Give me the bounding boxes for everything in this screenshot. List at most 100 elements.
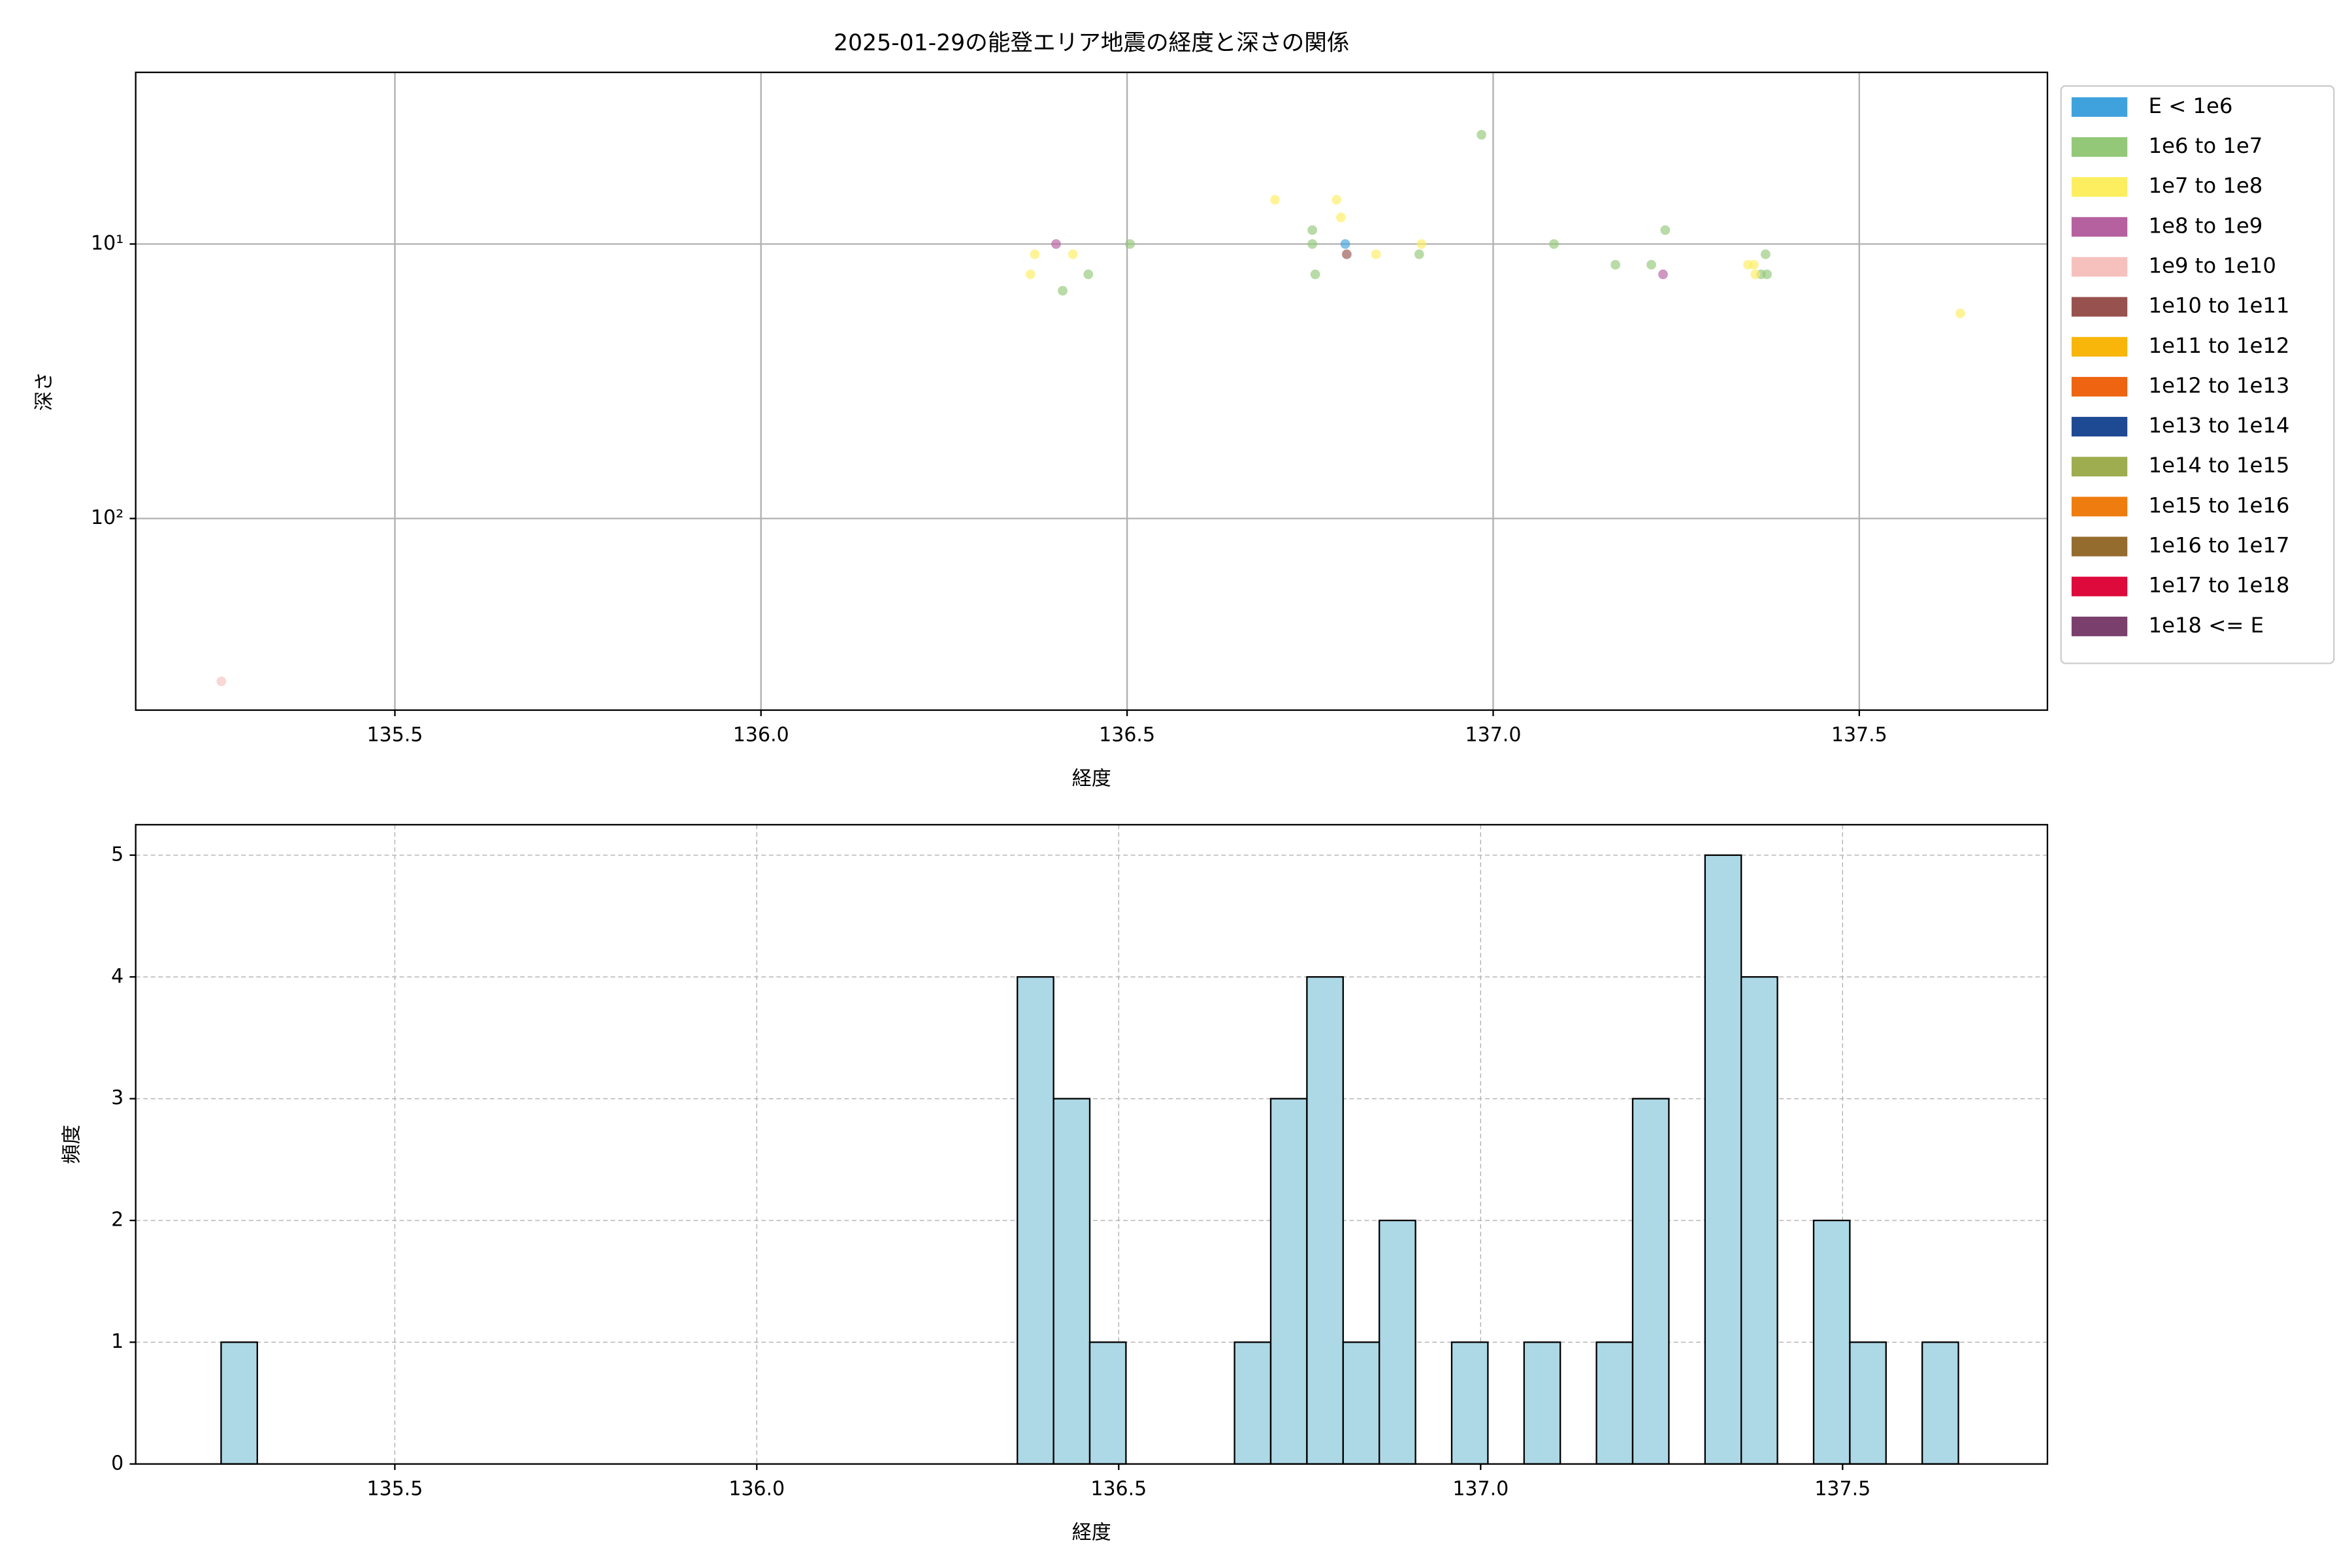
scatter-point (1125, 239, 1135, 249)
x-tick-label: 136.0 (733, 724, 789, 747)
histogram-bar (1740, 976, 1778, 1465)
scatter-point (1610, 259, 1621, 270)
scatter-point (1270, 195, 1280, 205)
histogram-bar (1053, 1098, 1091, 1465)
y-tick-label: 10¹ (91, 232, 123, 255)
legend-swatch (2071, 457, 2128, 477)
scatter-point (1335, 212, 1346, 223)
x-tick-label: 135.5 (367, 1478, 423, 1501)
scatter-point (1549, 239, 1559, 249)
x-tick-label: 136.0 (728, 1478, 785, 1501)
histogram-bar (1523, 1341, 1561, 1465)
scatter-point (1750, 269, 1761, 280)
legend-swatch (2071, 177, 2128, 197)
legend-swatch (2071, 417, 2128, 437)
y-tick-label: 3 (111, 1086, 123, 1109)
scatter-point (1749, 259, 1759, 270)
x-axis-label: 経度 (1072, 768, 1111, 791)
scatter-point (1058, 286, 1068, 296)
y-axis-label: 深さ (33, 372, 56, 411)
histogram-bar (1306, 976, 1344, 1465)
legend-swatch (2071, 257, 2128, 277)
scatter-point (1955, 308, 1965, 319)
histogram-bar (1849, 1341, 1887, 1465)
scatter-point (1030, 249, 1040, 259)
histogram-bar (1379, 1219, 1416, 1465)
y-tick-label: 5 (111, 843, 123, 866)
plot-frame (135, 824, 2048, 1465)
legend-label: 1e6 to 1e7 (2148, 133, 2262, 158)
legend-swatch (2071, 576, 2128, 596)
scatter-point (1416, 239, 1427, 249)
y-tick-label: 0 (111, 1452, 123, 1475)
scatter-point (1025, 269, 1036, 280)
x-tick-label: 135.5 (367, 724, 423, 747)
scatter-point (1341, 249, 1352, 259)
y-tick-label: 10² (91, 506, 123, 529)
scatter-point (1307, 225, 1318, 235)
legend-swatch (2071, 536, 2128, 557)
legend-label: 1e9 to 1e10 (2148, 253, 2276, 278)
y-tick-label: 1 (111, 1330, 123, 1353)
x-tick-label: 136.5 (1090, 1478, 1147, 1501)
scatter-point (1646, 259, 1656, 270)
legend-box (2060, 85, 2335, 664)
scatter-point (1762, 269, 1772, 280)
legend-label: 1e14 to 1e15 (2148, 453, 2289, 478)
legend-label: 1e18 <= E (2148, 613, 2264, 638)
legend-label: 1e16 to 1e17 (2148, 533, 2289, 558)
scatter-point (1331, 195, 1342, 205)
scatter-point (1760, 249, 1771, 259)
x-tick-label: 137.5 (1831, 724, 1887, 747)
histogram-bar (1269, 1098, 1308, 1465)
legend-swatch (2071, 217, 2128, 237)
x-axis-label: 経度 (1072, 1521, 1111, 1544)
legend-label: E < 1e6 (2148, 93, 2232, 118)
scatter-point (1658, 269, 1668, 280)
x-tick-label: 137.0 (1465, 724, 1522, 747)
legend-swatch (2071, 616, 2128, 636)
chart-title: 2025-01-29の能登エリア地震の経度と深さの関係 (834, 30, 1350, 56)
scatter-point (1307, 239, 1318, 249)
legend-swatch (2071, 336, 2128, 357)
plot-frame (135, 71, 2048, 711)
scatter-point (1310, 269, 1320, 280)
legend-label: 1e13 to 1e14 (2148, 413, 2289, 438)
y-tick-label: 4 (111, 965, 123, 988)
legend-label: 1e8 to 1e9 (2148, 213, 2262, 238)
x-tick-label: 137.5 (1814, 1478, 1870, 1501)
legend-swatch (2071, 497, 2128, 517)
histogram-bar (1812, 1219, 1851, 1465)
legend-label: 1e17 to 1e18 (2148, 573, 2289, 598)
y-axis-label: 頻度 (60, 1125, 83, 1164)
histogram-bar (1595, 1341, 1634, 1465)
histogram-bar (1088, 1341, 1127, 1465)
scatter-point (1371, 249, 1381, 259)
scatter-point (1051, 239, 1061, 249)
scatter-point (1660, 225, 1671, 235)
histogram-bar (1233, 1341, 1272, 1465)
histogram-bar (220, 1341, 258, 1465)
scatter-point (1477, 129, 1486, 140)
histogram-bar (1450, 1341, 1489, 1465)
scatter-point (1340, 239, 1350, 249)
histogram-bar (1017, 976, 1054, 1465)
y-tick-label: 2 (111, 1209, 123, 1232)
histogram-bar (1704, 854, 1742, 1465)
histogram-bar (1921, 1341, 1959, 1465)
histogram-bar (1342, 1341, 1380, 1465)
scatter-point (1414, 249, 1424, 259)
legend-label: 1e12 to 1e13 (2148, 373, 2289, 398)
scatter-point (1068, 249, 1078, 259)
legend-label: 1e15 to 1e16 (2148, 493, 2289, 517)
histogram-bar (1631, 1098, 1670, 1465)
x-tick-label: 137.0 (1452, 1478, 1509, 1501)
x-tick-label: 136.5 (1099, 724, 1155, 747)
scatter-point (216, 676, 227, 687)
legend-label: 1e10 to 1e11 (2148, 293, 2289, 318)
legend-label: 1e7 to 1e8 (2148, 173, 2262, 198)
legend-label: 1e11 to 1e12 (2148, 333, 2289, 358)
legend-swatch (2071, 297, 2128, 317)
